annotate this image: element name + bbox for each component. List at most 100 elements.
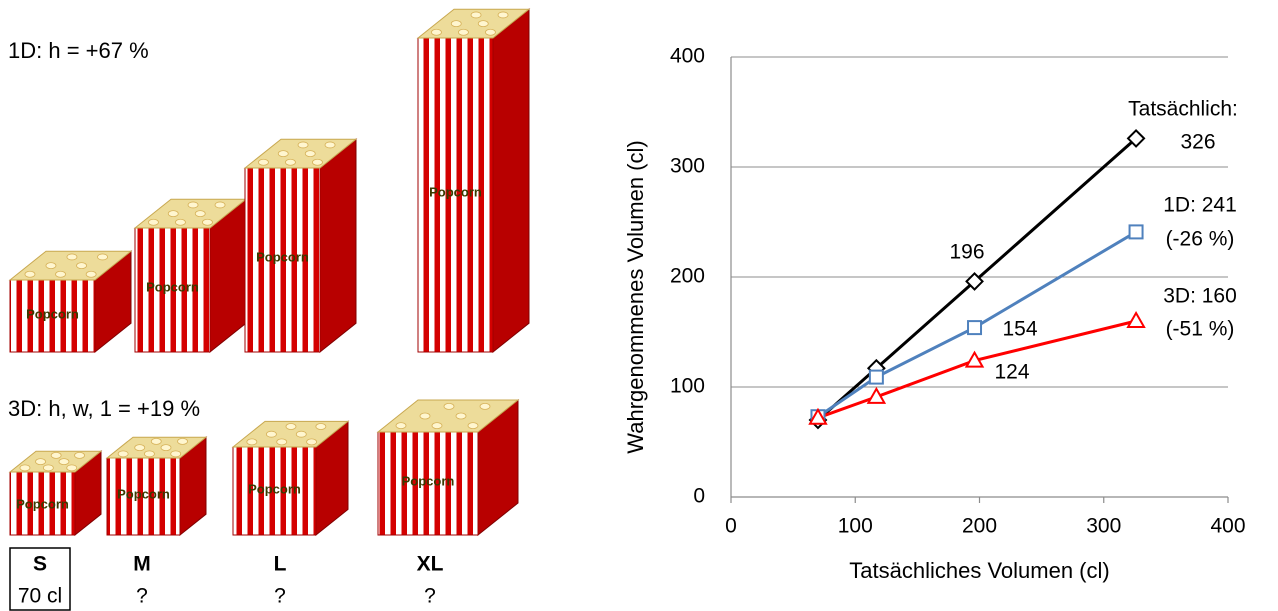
popcorn-kernel [42,464,54,472]
popcorn-box: Popcorn [243,138,358,354]
box-text: Popcorn [26,306,79,321]
size-name: M [133,553,151,576]
x-tick-label: 200 [962,515,997,538]
popcorn-kernel [455,412,467,420]
data-point [868,369,884,385]
popcorn-kernel [467,422,479,430]
popcorn-box: Popcorn [8,450,103,537]
data-point [965,271,984,291]
data-label: (-51 %) [1166,318,1235,341]
box-front [9,471,76,536]
popcorn-box: Popcorn [133,198,248,354]
popcorn-kernel [66,253,78,261]
popcorn-kernel [45,262,57,270]
popcorn-box: Popcorn [8,250,133,354]
popcorn-kernel [285,158,296,166]
popcorn-kernel [170,450,182,458]
data-point [808,407,828,425]
popcorn-box: Popcorn [105,436,208,537]
popcorn-kernel [214,201,226,209]
x-tick-label: 400 [1210,515,1245,538]
box-front [417,37,494,353]
y-tick-label: 400 [670,45,705,68]
popcorn-kernel [177,437,188,445]
row-label: 1D: h = +67 % [8,38,149,63]
popcorn-kernel [479,402,491,410]
popcorn-kernel [19,464,31,472]
box-front [9,279,96,353]
popcorn-kernel [395,422,407,430]
popcorn-kernel [202,218,213,226]
data-point [964,350,985,368]
data-label: 1D: 241 [1163,194,1237,217]
size-volume: ? [274,585,286,608]
popcorn-kernel [258,158,269,166]
box-text: Popcorn [402,473,455,488]
popcorn-kernel [76,262,87,270]
data-label: 154 [1002,318,1037,341]
series-line [817,319,1137,420]
popcorn-kernel [431,422,443,430]
popcorn-kernel [470,11,482,19]
popcorn-kernel [450,20,462,28]
box-side [319,138,357,354]
popcorn-kernel [24,270,36,278]
popcorn-kernel [175,218,186,226]
y-axis-title: Wahrgenommenes Volumen (cl) [623,140,648,453]
popcorn-kernel [277,150,289,158]
popcorn-kernel [443,402,455,410]
popcorn-kernel [285,423,297,430]
popcorn-kernel [431,28,442,36]
popcorn-kernel [134,444,146,452]
popcorn-kernel [266,430,277,438]
y-tick-label: 0 [693,485,705,508]
popcorn-kernel [160,444,172,452]
size-volume: 70 cl [18,585,62,608]
x-tick-label: 0 [725,515,737,538]
popcorn-kernel [35,458,46,466]
popcorn-kernel [324,141,336,149]
popcorn-kernel [85,270,97,278]
box-text: Popcorn [117,486,170,501]
popcorn-kernel [276,438,288,446]
box-front [106,457,181,536]
data-point [967,320,983,336]
popcorn-kernel [66,464,78,472]
popcorn-kernel [194,210,206,218]
box-text: Popcorn [146,279,199,294]
popcorn-kernel [485,28,496,36]
box-side [492,8,530,354]
data-point [1128,224,1144,240]
popcorn-kernel [50,451,62,459]
x-axis-title: Tatsächliches Volumen (cl) [849,558,1109,583]
data-label: (-26 %) [1166,228,1235,251]
popcorn-kernel [315,423,327,430]
y-tick-label: 100 [670,375,705,398]
y-tick-label: 300 [670,155,705,178]
data-point [1126,128,1146,148]
popcorn-box: Popcorn [231,420,350,537]
size-name: S [33,553,47,576]
size-frame [9,547,71,611]
popcorn-kernel [306,438,318,446]
popcorn-kernel [148,218,159,226]
popcorn-kernel [458,28,469,36]
box-front [232,446,317,536]
popcorn-kernel [117,450,129,458]
popcorn-box: Popcorn [416,8,531,354]
data-label: Tatsächlich: [1128,98,1238,121]
popcorn-kernel [144,450,155,458]
popcorn-kernel [419,412,431,420]
box-text: Popcorn [248,481,301,496]
data-point [1126,310,1146,328]
x-tick-label: 300 [1086,515,1121,538]
data-point [866,386,887,404]
popcorn-kernel [497,11,509,19]
size-volume: ? [424,585,436,608]
data-label: 196 [949,241,984,264]
x-tick-label: 100 [838,515,873,538]
data-label: 3D: 160 [1163,285,1237,308]
popcorn-kernel [297,141,309,149]
size-volume: ? [136,585,148,608]
